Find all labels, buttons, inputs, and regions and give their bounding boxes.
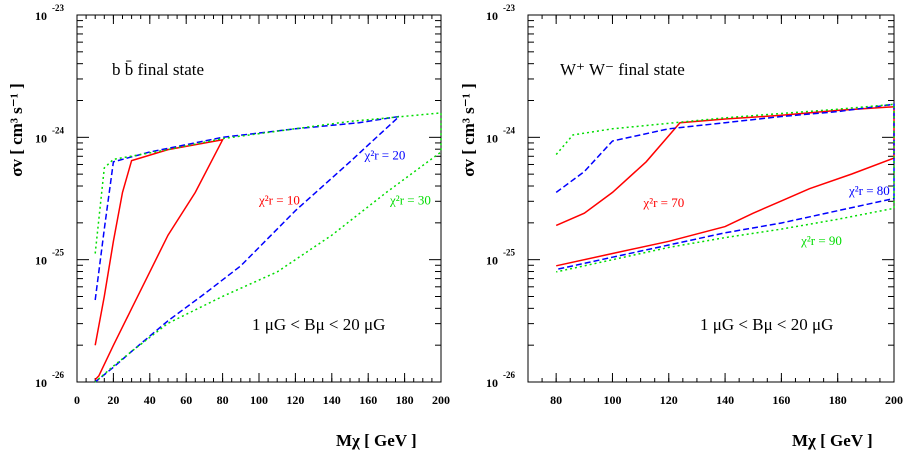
right-bfield-label: 1 μG < Bμ < 20 μG bbox=[700, 315, 833, 334]
right-y-tick-labels: 10 -26 10 -25 10 -24 10 -23 bbox=[486, 3, 515, 390]
right-panel: 80 100 120 140 160 180 200 10 -26 10 -25 10 -24 10 -2… bbox=[459, 3, 903, 450]
y-tick-label-exp: -26 bbox=[503, 370, 515, 380]
y-tick-label-exp: -23 bbox=[503, 3, 515, 13]
y-tick-label-base: 10 bbox=[486, 131, 498, 145]
left-y-axis-title: σv [ cm³ s⁻¹ ] bbox=[7, 83, 26, 177]
x-tick-label: 100 bbox=[603, 393, 621, 407]
left-x-axis-title: Mχ [ GeV ] bbox=[336, 431, 417, 450]
series-label-0: χ²r = 70 bbox=[642, 195, 684, 210]
y-tick-label-exp: -24 bbox=[52, 125, 64, 135]
series-line-1 bbox=[94, 115, 402, 383]
y-tick-label-base: 10 bbox=[35, 376, 47, 390]
series-label-2: χ²r = 90 bbox=[800, 233, 842, 248]
x-tick-label: 120 bbox=[660, 393, 678, 407]
y-tick-label-exp: -24 bbox=[503, 125, 515, 135]
right-tick-marks bbox=[527, 14, 895, 383]
right-series-labels: χ²r = 70 χ²r = 80 χ²r = 90 bbox=[642, 183, 889, 248]
x-tick-label: 80 bbox=[217, 393, 229, 407]
series-label-1: χ²r = 80 bbox=[848, 183, 890, 198]
x-tick-label: 80 bbox=[550, 393, 562, 407]
y-tick-label-base: 10 bbox=[35, 254, 47, 268]
left-panel: 0 20 40 60 80 100 120 140 160 180 200 10-2610-2510… bbox=[7, 3, 450, 450]
x-tick-label: 180 bbox=[396, 393, 414, 407]
y-tick-label-exp: -23 bbox=[52, 3, 64, 13]
x-tick-label: 160 bbox=[772, 393, 790, 407]
x-tick-label: 0 bbox=[74, 393, 80, 407]
series-line-0 bbox=[555, 106, 895, 267]
left-tick-marks bbox=[76, 14, 442, 383]
series-label-1: χ²r = 20 bbox=[364, 147, 406, 162]
y-tick-label-base: 10 bbox=[486, 9, 498, 23]
right-x-axis-title: Mχ [ GeV ] bbox=[792, 431, 873, 450]
y-tick-label-exp: -25 bbox=[52, 248, 64, 258]
x-tick-label: 120 bbox=[286, 393, 304, 407]
y-tick-label-exp: -25 bbox=[503, 248, 515, 258]
y-tick-label-exp: -26 bbox=[52, 370, 64, 380]
x-tick-label: 60 bbox=[180, 393, 192, 407]
x-tick-label: 200 bbox=[885, 393, 903, 407]
x-tick-label: 200 bbox=[432, 393, 450, 407]
series-line-1 bbox=[555, 103, 895, 271]
right-final-state-label: W⁺ W⁻ final state bbox=[560, 60, 685, 79]
left-y-tick-labels: 10 -26 10 -25 10 -24 10 -23 bbox=[35, 3, 64, 390]
x-tick-label: 140 bbox=[716, 393, 734, 407]
series-line-0 bbox=[94, 138, 224, 381]
left-series bbox=[94, 112, 442, 383]
y-tick-label-base: 10 bbox=[486, 376, 498, 390]
series-line-2 bbox=[94, 112, 442, 383]
y-tick-label-base: 10 bbox=[486, 254, 498, 268]
x-tick-label: 180 bbox=[829, 393, 847, 407]
right-series bbox=[555, 103, 895, 273]
left-final-state-label: b b̄ final state bbox=[112, 60, 204, 79]
x-tick-label: 160 bbox=[359, 393, 377, 407]
x-tick-label: 20 bbox=[107, 393, 119, 407]
right-x-tick-labels: 80 100 120 140 160 180 200 bbox=[550, 393, 903, 407]
y-tick-label-base: 10 bbox=[35, 131, 47, 145]
series-label-0: χ²r = 10 bbox=[258, 193, 300, 208]
right-y-axis-title: σv [ cm³ s⁻¹ ] bbox=[459, 83, 478, 177]
y-tick-label-base: 10 bbox=[35, 9, 47, 23]
left-bfield-label: 1 μG < Bμ < 20 μG bbox=[252, 315, 385, 334]
series-label-2: χ²r = 30 bbox=[389, 193, 431, 208]
series-line-2 bbox=[555, 103, 895, 273]
x-tick-label: 100 bbox=[250, 393, 268, 407]
left-series-labels: χ²r = 10 χ²r = 20 χ²r = 30 bbox=[258, 147, 431, 207]
x-tick-label: 140 bbox=[323, 393, 341, 407]
left-x-tick-labels: 0 20 40 60 80 100 120 140 160 180 200 bbox=[74, 393, 450, 407]
x-tick-label: 40 bbox=[144, 393, 156, 407]
